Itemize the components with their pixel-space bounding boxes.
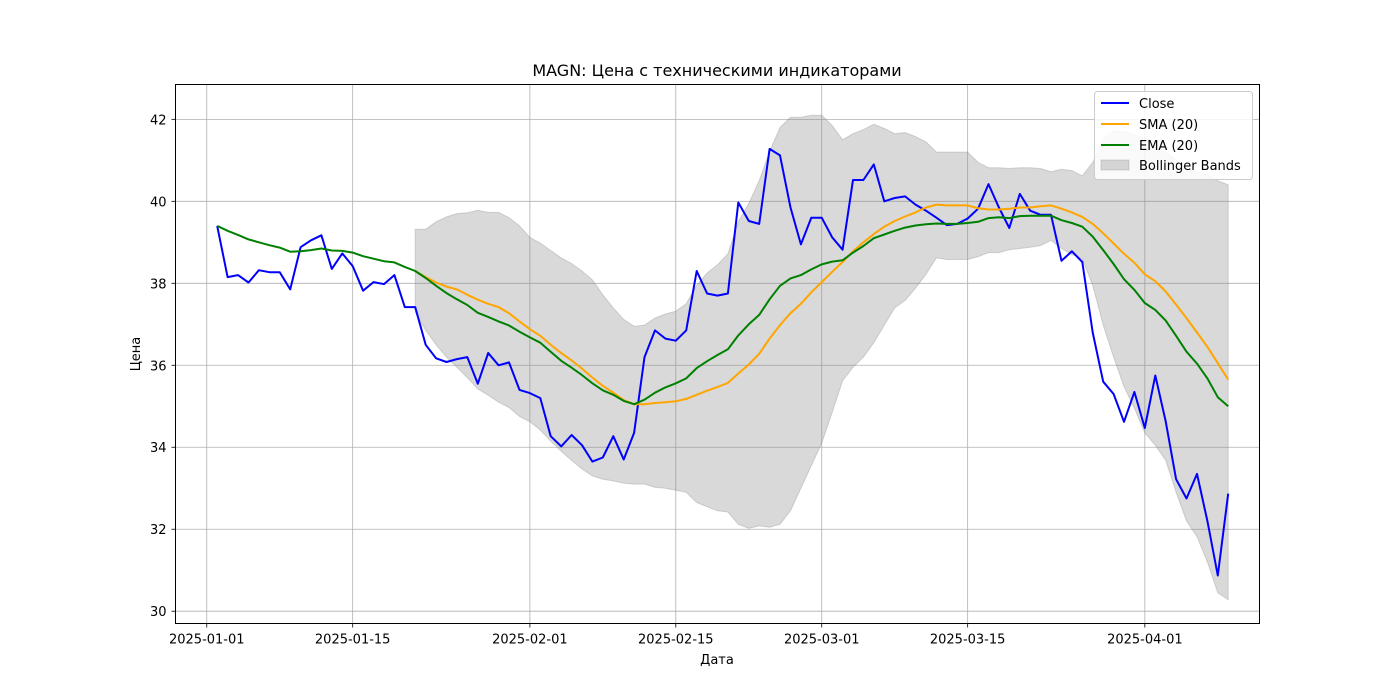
legend-label-sma: SMA (20) <box>1139 118 1198 133</box>
series-layer <box>216 147 1230 577</box>
legend-swatch-bands <box>1100 159 1130 171</box>
series-line-sma-20 <box>414 203 1230 406</box>
x-tick-label: 2025-02-01 <box>492 633 568 648</box>
series-line-ema-20 <box>216 214 1229 408</box>
y-tick-label: 32 <box>150 523 167 538</box>
x-tick-label: 2025-03-15 <box>930 633 1006 648</box>
y-tick-label: 36 <box>150 359 167 374</box>
legend-label-ema: EMA (20) <box>1139 139 1198 154</box>
gridlines <box>175 84 1260 624</box>
bollinger-band-layer <box>414 114 1229 601</box>
y-tick-label: 38 <box>150 277 167 292</box>
x-axis: 2025-01-01 2025-01-15 2025-02-01 2025-02-15… <box>169 623 1183 648</box>
legend-label-bands: Bollinger Bands <box>1139 159 1241 174</box>
legend: Close SMA (20) EMA (20) Bollinger Bands <box>1094 91 1253 180</box>
plot-frame <box>175 84 1260 624</box>
y-tick-label: 30 <box>150 605 167 620</box>
x-tick-label: 2025-04-01 <box>1107 633 1183 648</box>
chart-title: MAGN: Цена с техническими индикаторами <box>532 61 901 80</box>
y-axis: 30 32 34 36 38 40 42 <box>150 113 176 620</box>
series-line-close <box>216 147 1230 577</box>
y-axis-label: Цена <box>129 337 144 372</box>
x-axis-label: Дата <box>700 653 734 668</box>
x-tick-label: 2025-03-01 <box>784 633 860 648</box>
legend-label-close: Close <box>1139 97 1174 112</box>
bollinger-bands-area <box>414 114 1229 601</box>
legend-box <box>1094 91 1253 180</box>
y-tick-label: 40 <box>150 195 167 210</box>
y-tick-label: 42 <box>150 113 167 128</box>
x-tick-label: 2025-01-15 <box>315 633 391 648</box>
x-tick-label: 2025-02-15 <box>638 633 714 648</box>
y-tick-label: 34 <box>150 441 167 456</box>
x-tick-label: 2025-01-01 <box>169 633 245 648</box>
